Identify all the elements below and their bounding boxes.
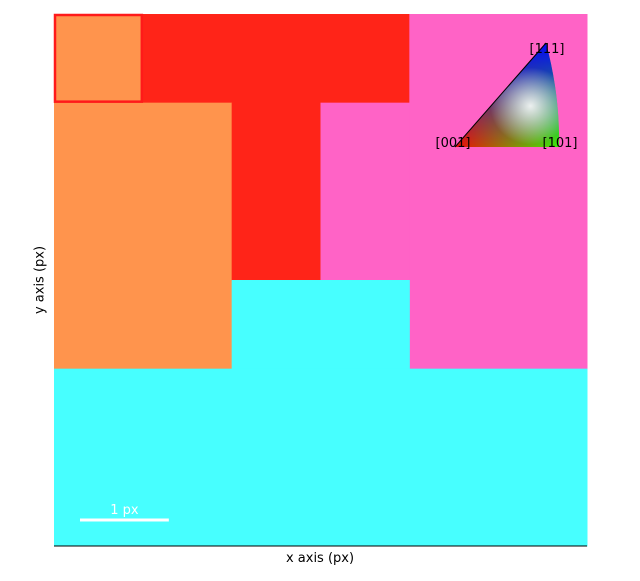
grain-cell bbox=[409, 14, 588, 370]
ipf-key-label-111: [111] bbox=[530, 42, 565, 57]
scale-bar: 1 px bbox=[80, 503, 169, 522]
ipf-key-outline bbox=[454, 42, 547, 148]
y-axis-label-container: y axis (px) bbox=[26, 14, 54, 546]
scale-bar-label: 1 px bbox=[110, 503, 139, 518]
y-axis-label: y axis (px) bbox=[32, 245, 48, 315]
grain-cell bbox=[320, 102, 410, 281]
grain-cell bbox=[231, 280, 410, 370]
selected-grain-highlight bbox=[53, 13, 144, 103]
grain-cell bbox=[54, 102, 233, 370]
grain-cell bbox=[54, 14, 144, 104]
grain-cell bbox=[231, 102, 321, 281]
grain-cell bbox=[142, 14, 410, 104]
x-axis-label: x axis (px) bbox=[285, 551, 355, 566]
grain-cell bbox=[54, 368, 588, 547]
ipf-key-label-101: [101] bbox=[543, 136, 578, 151]
grain-map bbox=[54, 14, 588, 547]
ipf-key-label-001: [001] bbox=[436, 136, 471, 151]
